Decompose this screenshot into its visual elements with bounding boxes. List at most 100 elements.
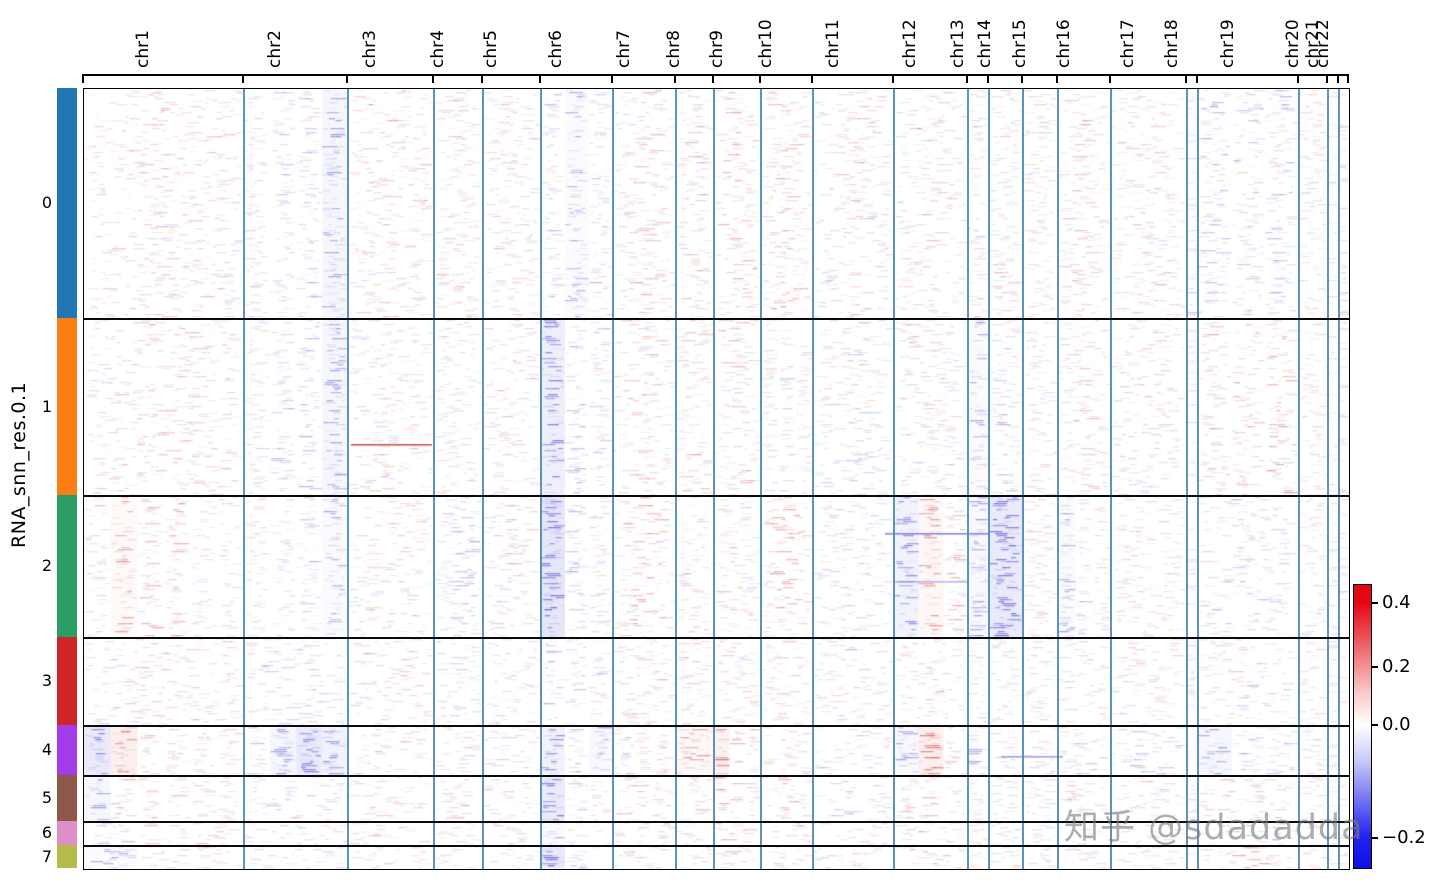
chromosome-axis-tick — [611, 74, 613, 83]
chromosome-axis-tick — [892, 74, 894, 83]
cluster-band-3 — [57, 637, 77, 725]
chromosome-separator — [433, 89, 435, 869]
chromosome-axis-tick — [759, 74, 761, 83]
chromosome-axis-tick — [966, 74, 968, 83]
chromosome-separator — [612, 89, 614, 869]
colorbar-tick — [1372, 602, 1378, 604]
chromosome-label-chr1: chr1 — [133, 30, 153, 68]
cluster-label-6: 6 — [41, 823, 52, 842]
cluster-label-4: 4 — [41, 740, 52, 759]
chromosome-separator — [1338, 89, 1340, 869]
cluster-label-1: 1 — [41, 396, 52, 416]
colorbar-gradient — [1353, 584, 1372, 869]
chromosome-label-chr14: chr14 — [975, 19, 995, 68]
chromosome-separator — [967, 89, 969, 869]
cluster-separator — [84, 845, 1349, 847]
cluster-band-5 — [57, 775, 77, 821]
chromosome-separator — [1298, 89, 1300, 869]
chromosome-label-chr8: chr8 — [664, 30, 684, 68]
chromosome-label-chr6: chr6 — [546, 30, 566, 68]
chromosome-axis-tick — [539, 74, 541, 83]
cluster-band-4 — [57, 725, 77, 775]
chromosome-label-chr11: chr11 — [822, 19, 843, 68]
colorbar-tick — [1372, 724, 1378, 727]
colorbar-tick — [1372, 836, 1378, 839]
chromosome-separator — [1022, 89, 1024, 869]
chromosome-axis-tick — [481, 74, 483, 83]
chromosome-label-chr2: chr2 — [265, 30, 285, 68]
cluster-band-1 — [57, 318, 77, 495]
cluster-band-7 — [57, 845, 77, 868]
chromosome-separator — [1110, 89, 1112, 869]
chromosome-label-chr16: chr16 — [1053, 19, 1074, 68]
watermark: 知乎 @sdadadda — [1064, 808, 1364, 848]
chromosome-axis-tick — [1326, 74, 1328, 83]
cluster-label-5: 5 — [41, 788, 52, 807]
chromosome-label-chr22: chr22 — [1313, 19, 1333, 68]
cluster-label-2: 2 — [41, 556, 52, 575]
chromosome-label-chr15: chr15 — [1009, 19, 1030, 68]
chromosome-separator — [988, 89, 990, 869]
chromosome-label-chr10: chr10 — [756, 19, 776, 68]
chromosome-axis-tick — [432, 74, 434, 83]
cluster-separator — [84, 318, 1349, 320]
chromosome-axis-tick — [1337, 74, 1339, 83]
chromosome-axis-tick — [242, 74, 244, 83]
chromosome-label-chr20: chr20 — [1282, 19, 1303, 68]
chromosome-separator — [893, 89, 895, 869]
chromosome-separator — [482, 89, 484, 869]
chromosome-label-chr9: chr9 — [706, 30, 727, 68]
chromosome-separator — [1057, 89, 1059, 869]
chromosome-axis-tick — [712, 74, 714, 83]
chromosome-axis-tick — [674, 74, 676, 83]
cluster-label-0: 0 — [41, 193, 52, 212]
chromosome-axis-tick — [82, 74, 84, 83]
cluster-label-3: 3 — [41, 671, 52, 690]
chromosome-axis-tick — [1109, 74, 1111, 83]
cluster-separator — [84, 775, 1349, 777]
chromosome-label-chr7: chr7 — [613, 30, 634, 68]
heatmap-plot-area — [83, 88, 1350, 870]
colorbar-tick-label: 0.0 — [1382, 714, 1411, 736]
cluster-label-7: 7 — [41, 846, 52, 866]
cluster-separator — [84, 637, 1349, 639]
chromosome-axis-tick — [1297, 74, 1299, 83]
chromosome-axis-tick — [346, 74, 348, 83]
chromosome-separator — [1186, 89, 1188, 869]
cluster-band-6 — [57, 821, 77, 845]
cluster-band-2 — [57, 495, 77, 637]
cluster-separator — [84, 725, 1349, 727]
chromosome-label-chr17: chr17 — [1118, 19, 1138, 68]
colorbar-tick-label: 0.2 — [1382, 656, 1411, 678]
chromosome-separator — [713, 89, 715, 869]
chromosome-axis-tick — [1021, 74, 1023, 83]
chromosome-label-chr18: chr18 — [1161, 19, 1182, 68]
chromosome-label-chr19: chr19 — [1217, 19, 1238, 68]
chromosome-axis-tick — [1185, 74, 1187, 83]
chromosome-separator — [675, 89, 677, 869]
colorbar-tick-label: 0.4 — [1382, 592, 1411, 614]
top-axis-line — [83, 74, 1349, 76]
chromosome-axis-tick — [987, 74, 989, 83]
cluster-separator — [84, 495, 1349, 497]
chromosome-label-chr3: chr3 — [360, 30, 380, 68]
cluster-band-0 — [57, 88, 77, 318]
chromosome-separator — [540, 89, 542, 869]
cluster-separator — [84, 821, 1349, 823]
colorbar: 0.4 0.2 0.0 −0.2 — [1353, 584, 1426, 869]
y-axis-label: RNA_snn_res.0.1 — [8, 381, 30, 549]
chromosome-separator — [347, 89, 349, 869]
chromosome-axis-tick — [1347, 74, 1349, 83]
chromosome-separator — [243, 89, 245, 869]
chromosome-label-chr13: chr13 — [947, 19, 968, 68]
chromosome-axis-tick — [811, 74, 813, 83]
chromosome-axis-tick — [1196, 74, 1198, 83]
chromosome-label-chr5: chr5 — [481, 30, 501, 68]
colorbar-tick — [1372, 666, 1378, 669]
colorbar-tick-label: −0.2 — [1382, 826, 1426, 848]
chromosome-axis-tick — [1056, 74, 1058, 83]
cnv-heatmap-canvas — [84, 89, 1349, 869]
chromosome-label-chr4: chr4 — [427, 30, 448, 68]
chromosome-separator — [1197, 89, 1199, 869]
